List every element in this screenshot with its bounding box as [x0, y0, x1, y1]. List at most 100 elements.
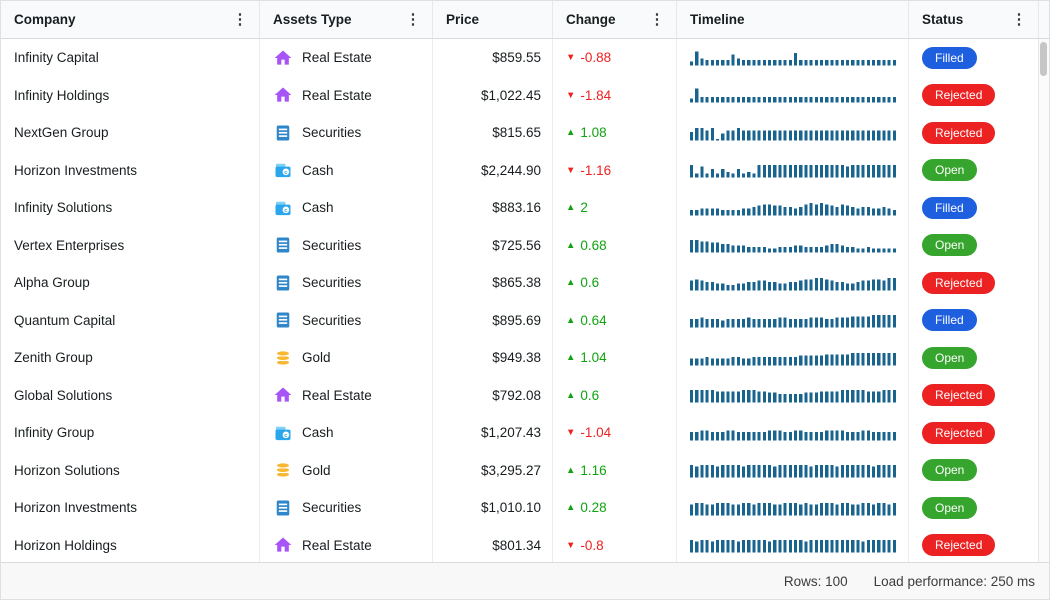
change-cell[interactable]: ▲ 0.6 [553, 376, 677, 414]
company-cell[interactable]: Horizon Holdings [1, 526, 260, 562]
column-header-timeline[interactable]: Timeline [677, 1, 909, 38]
table-row[interactable]: Vertex Enterprises Securities $725.56 ▲ 0.68… [1, 226, 1049, 264]
status-cell[interactable]: Filled [909, 39, 1039, 77]
change-cell[interactable]: ▲ 1.04 [553, 339, 677, 377]
timeline-cell[interactable] [677, 151, 909, 189]
price-cell[interactable]: $815.65 [433, 114, 553, 152]
column-menu-icon[interactable]: ⋮ [1011, 11, 1027, 28]
timeline-cell[interactable] [677, 76, 909, 114]
company-cell[interactable]: Infinity Group [1, 414, 260, 452]
column-header-company[interactable]: Company ⋮ [1, 1, 260, 38]
table-row[interactable]: Alpha Group Securities $865.38 ▲ 0.6 Rejected [1, 264, 1049, 302]
timeline-cell[interactable] [677, 414, 909, 452]
company-cell[interactable]: Infinity Holdings [1, 76, 260, 114]
price-cell[interactable]: $1,207.43 [433, 414, 553, 452]
column-header-price[interactable]: Price [433, 1, 553, 38]
price-cell[interactable]: $1,010.10 [433, 489, 553, 527]
company-cell[interactable]: Horizon Solutions [1, 451, 260, 489]
timeline-cell[interactable] [677, 339, 909, 377]
change-cell[interactable]: ▲ 2 [553, 189, 677, 227]
column-menu-icon[interactable]: ⋮ [232, 11, 248, 28]
table-row[interactable]: Horizon Solutions Gold $3,295.27 ▲ 1.16 Open [1, 451, 1049, 489]
timeline-cell[interactable] [677, 264, 909, 302]
price-cell[interactable]: $1,022.45 [433, 76, 553, 114]
price-cell[interactable]: $3,295.27 [433, 451, 553, 489]
asset-type-cell[interactable]: c Cash [260, 189, 433, 227]
asset-type-cell[interactable]: Securities [260, 489, 433, 527]
asset-type-cell[interactable]: Real Estate [260, 376, 433, 414]
change-cell[interactable]: ▲ 0.28 [553, 489, 677, 527]
change-cell[interactable]: ▼ -1.84 [553, 76, 677, 114]
status-cell[interactable]: Filled [909, 301, 1039, 339]
asset-type-cell[interactable]: Gold [260, 451, 433, 489]
timeline-cell[interactable] [677, 301, 909, 339]
change-cell[interactable]: ▲ 0.68 [553, 226, 677, 264]
change-cell[interactable]: ▲ 0.64 [553, 301, 677, 339]
table-row[interactable]: Global Solutions Real Estate $792.08 ▲ 0.6 Re… [1, 376, 1049, 414]
asset-type-cell[interactable]: Securities [260, 264, 433, 302]
table-row[interactable]: Horizon Investments Securities $1,010.10 ▲ 0… [1, 489, 1049, 527]
asset-type-cell[interactable]: c Cash [260, 414, 433, 452]
timeline-cell[interactable] [677, 376, 909, 414]
company-cell[interactable]: Zenith Group [1, 339, 260, 377]
company-cell[interactable]: Horizon Investments [1, 151, 260, 189]
change-cell[interactable]: ▼ -0.8 [553, 526, 677, 562]
asset-type-cell[interactable]: Securities [260, 301, 433, 339]
column-header-assets-type[interactable]: Assets Type ⋮ [260, 1, 433, 38]
column-header-status[interactable]: Status ⋮ [909, 1, 1039, 38]
asset-type-cell[interactable]: Gold [260, 339, 433, 377]
status-cell[interactable]: Filled [909, 189, 1039, 227]
change-cell[interactable]: ▲ 1.16 [553, 451, 677, 489]
status-cell[interactable]: Rejected [909, 114, 1039, 152]
timeline-cell[interactable] [677, 114, 909, 152]
company-cell[interactable]: Vertex Enterprises [1, 226, 260, 264]
vertical-scrollbar[interactable] [1038, 39, 1049, 562]
price-cell[interactable]: $865.38 [433, 264, 553, 302]
table-row[interactable]: Quantum Capital Securities $895.69 ▲ 0.64 Fil… [1, 301, 1049, 339]
timeline-cell[interactable] [677, 226, 909, 264]
price-cell[interactable]: $725.56 [433, 226, 553, 264]
table-row[interactable]: Zenith Group Gold $949.38 ▲ 1.04 Open [1, 339, 1049, 377]
column-menu-icon[interactable]: ⋮ [405, 11, 421, 28]
column-menu-icon[interactable]: ⋮ [649, 11, 665, 28]
change-cell[interactable]: ▼ -1.04 [553, 414, 677, 452]
company-cell[interactable]: Quantum Capital [1, 301, 260, 339]
price-cell[interactable]: $801.34 [433, 526, 553, 562]
asset-type-cell[interactable]: Securities [260, 226, 433, 264]
change-cell[interactable]: ▼ -1.16 [553, 151, 677, 189]
status-cell[interactable]: Open [909, 339, 1039, 377]
company-cell[interactable]: Alpha Group [1, 264, 260, 302]
status-cell[interactable]: Open [909, 226, 1039, 264]
change-cell[interactable]: ▼ -0.88 [553, 39, 677, 77]
asset-type-cell[interactable]: c Cash [260, 151, 433, 189]
column-header-change[interactable]: Change ⋮ [553, 1, 677, 38]
table-row[interactable]: Infinity Group c Cash $1,207.43 ▼ -1.04 Reject… [1, 414, 1049, 452]
price-cell[interactable]: $792.08 [433, 376, 553, 414]
change-cell[interactable]: ▲ 0.6 [553, 264, 677, 302]
timeline-cell[interactable] [677, 189, 909, 227]
change-cell[interactable]: ▲ 1.08 [553, 114, 677, 152]
price-cell[interactable]: $859.55 [433, 39, 553, 77]
asset-type-cell[interactable]: Securities [260, 114, 433, 152]
table-row[interactable]: NextGen Group Securities $815.65 ▲ 1.08 Rejec… [1, 114, 1049, 152]
timeline-cell[interactable] [677, 451, 909, 489]
status-cell[interactable]: Rejected [909, 526, 1039, 562]
price-cell[interactable]: $883.16 [433, 189, 553, 227]
table-row[interactable]: Horizon Holdings Real Estate $801.34 ▼ -0.8 R… [1, 526, 1049, 562]
status-cell[interactable]: Rejected [909, 376, 1039, 414]
status-cell[interactable]: Open [909, 451, 1039, 489]
status-cell[interactable]: Rejected [909, 264, 1039, 302]
company-cell[interactable]: Infinity Capital [1, 39, 260, 77]
asset-type-cell[interactable]: Real Estate [260, 76, 433, 114]
price-cell[interactable]: $949.38 [433, 339, 553, 377]
table-row[interactable]: Horizon Investments c Cash $2,244.90 ▼ -1.16 O… [1, 151, 1049, 189]
scrollbar-thumb[interactable] [1040, 42, 1047, 76]
price-cell[interactable]: $2,244.90 [433, 151, 553, 189]
company-cell[interactable]: NextGen Group [1, 114, 260, 152]
status-cell[interactable]: Open [909, 151, 1039, 189]
asset-type-cell[interactable]: Real Estate [260, 526, 433, 562]
company-cell[interactable]: Horizon Investments [1, 489, 260, 527]
company-cell[interactable]: Global Solutions [1, 376, 260, 414]
company-cell[interactable]: Infinity Solutions [1, 189, 260, 227]
status-cell[interactable]: Open [909, 489, 1039, 527]
